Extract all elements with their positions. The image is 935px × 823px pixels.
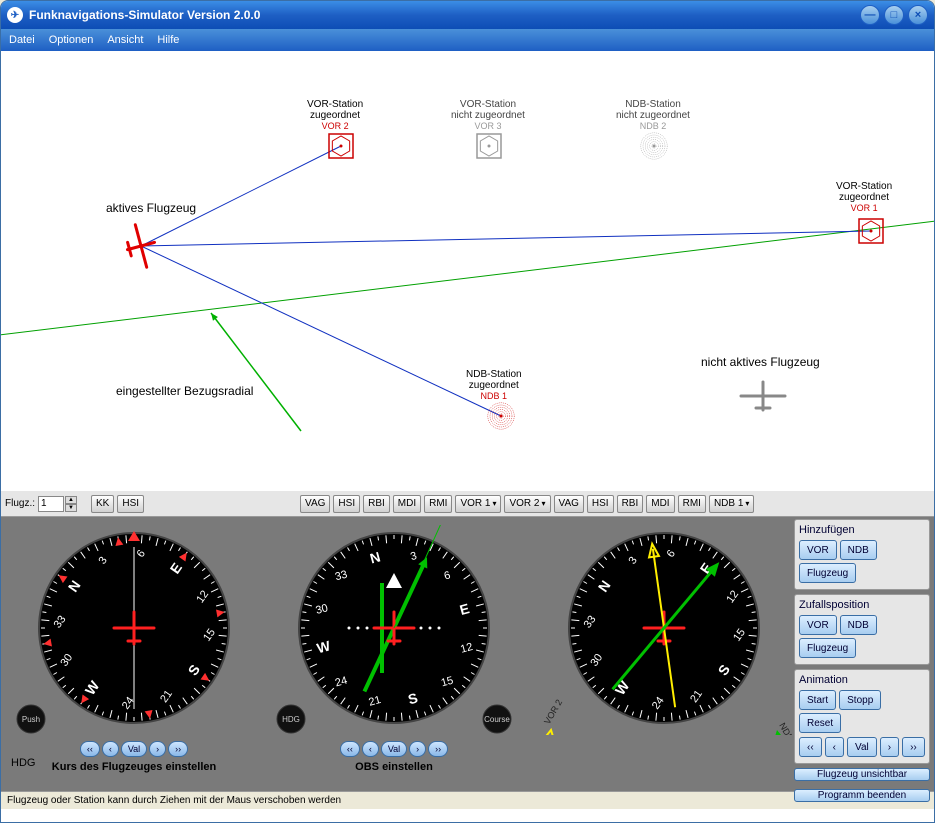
label-inactive-aircraft: nicht aktives Flugzeug [701,355,820,369]
g2-r[interactable]: › [409,741,426,757]
dd-ndb1[interactable]: NDB 1 [709,495,754,513]
rand-vor[interactable]: VOR [799,615,837,635]
station-vor3[interactable] [477,134,501,158]
label-radial: eingestellter Bezugsradial [116,384,253,398]
menu-options[interactable]: Optionen [49,34,94,46]
menu-help[interactable]: Hilfe [157,34,179,46]
minimize-button[interactable]: — [860,5,880,25]
station-vor1[interactable] [859,219,883,243]
btn-rbi-2[interactable]: RBI [617,495,644,513]
btn-rmi-2[interactable]: RMI [678,495,706,513]
add-vor[interactable]: VOR [799,540,837,560]
close-button[interactable]: × [908,5,928,25]
btn-quit[interactable]: Programm beenden [794,789,930,802]
anim-start[interactable]: Start [799,690,836,710]
g2-ll[interactable]: ‹‹ [340,741,360,757]
label-vor2: VOR-Station zugeordnet VOR 2 [307,99,363,131]
side-panel: Hinzufügen VOR NDB Flugzeug Zufallsposit… [792,517,932,789]
btn-hsi-3[interactable]: HSI [587,495,614,513]
window-title: Funknavigations-Simulator Version 2.0.0 [29,8,860,22]
gauge-heading[interactable]: NESW36121521243033Push [9,525,259,735]
btn-vag-2[interactable]: VAG [554,495,584,513]
flugz-spinner[interactable]: ▲▼ [38,496,77,512]
btn-rmi-1[interactable]: RMI [424,495,452,513]
aircraft-inactive[interactable] [741,382,785,410]
anim-rr[interactable]: ›› [902,737,925,757]
btn-mdi-2[interactable]: MDI [646,495,674,513]
anim-reset[interactable]: Reset [799,713,841,733]
svg-text:Push: Push [22,715,40,724]
station-ndb2[interactable] [641,133,667,159]
spin-up[interactable]: ▲ [65,496,77,504]
rand-flugzeug[interactable]: Flugzeug [799,638,856,658]
g1-ll[interactable]: ‹‹ [80,741,100,757]
maximize-button[interactable]: □ [884,5,904,25]
station-ndb1[interactable] [488,403,514,429]
g2-l[interactable]: ‹ [362,741,379,757]
g1-rr[interactable]: ›› [168,741,188,757]
status-text: Flugzeug oder Station kann durch Ziehen … [7,795,341,806]
btn-invisible[interactable]: Flugzeug unsichtbar [794,768,930,781]
flugz-label: Flugz.: [5,498,35,509]
g1-l[interactable]: ‹ [102,741,119,757]
btn-hsi-1[interactable]: HSI [117,495,144,513]
btn-kk[interactable]: KK [91,495,114,513]
map-view[interactable]: aktives Flugzeug nicht aktives Flugzeug … [1,51,934,491]
menu-view[interactable]: Ansicht [107,34,143,46]
g1-r[interactable]: › [149,741,166,757]
dd-vor2[interactable]: VOR 2 [504,495,550,513]
btn-vag-1[interactable]: VAG [300,495,330,513]
g2-rr[interactable]: ›› [428,741,448,757]
app-icon: ✈ [7,7,23,23]
add-flugzeug[interactable]: Flugzeug [799,563,856,583]
add-ndb[interactable]: NDB [840,540,877,560]
group-add: Hinzufügen VOR NDB Flugzeug [794,519,930,590]
label-active-aircraft: aktives Flugzeug [106,201,196,215]
caption-1: Kurs des Flugzeuges einstellen [52,761,216,773]
titlebar: ✈ Funknavigations-Simulator Version 2.0.… [1,1,934,29]
label-vor1: VOR-Station zugeordnet VOR 1 [836,181,892,213]
instrument-toolbar: Flugz.: ▲▼ KK HSI VAG HSI RBI MDI RMI VO… [1,491,934,517]
anim-stopp[interactable]: Stopp [839,690,881,710]
hdg-label: HDG [11,757,35,769]
rand-ndb[interactable]: NDB [840,615,877,635]
anim-val[interactable]: Val [847,737,877,757]
menubar: Datei Optionen Ansicht Hilfe [1,29,934,51]
group-random: Zufallsposition VOR NDB Flugzeug [794,594,930,665]
svg-text:VOR 2: VOR 2 [542,698,564,726]
btn-rbi-1[interactable]: RBI [363,495,390,513]
dd-vor1[interactable]: VOR 1 [455,495,501,513]
anim-l[interactable]: ‹ [825,737,844,757]
svg-text:Course: Course [484,715,510,724]
g2-val[interactable]: Val [381,741,407,757]
menu-file[interactable]: Datei [9,34,35,46]
gauge-rmi[interactable]: NESW36121521243033VOR 2NDB 1 [529,525,799,735]
btn-mdi-1[interactable]: MDI [393,495,421,513]
svg-text:HDG: HDG [282,715,300,724]
caption-2: OBS einstellen [355,761,433,773]
label-ndb1: NDB-Station zugeordnet NDB 1 [466,369,522,401]
label-vor3: VOR-Station nicht zugeordnet VOR 3 [451,99,525,131]
app-window: ✈ Funknavigations-Simulator Version 2.0.… [0,0,935,823]
label-ndb2: NDB-Station nicht zugeordnet NDB 2 [616,99,690,131]
station-vor2[interactable] [329,134,353,158]
gauge-area: NESW36121521243033Push ‹‹ ‹ Val › ›› Kur… [1,517,789,791]
spin-down[interactable]: ▼ [65,504,77,512]
g1-val[interactable]: Val [121,741,147,757]
instrument-panel: Flugz.: ▲▼ KK HSI VAG HSI RBI MDI RMI VO… [1,491,934,791]
group-animation: Animation Start Stopp Reset ‹‹ ‹ Val › ›… [794,669,930,764]
btn-hsi-2[interactable]: HSI [333,495,360,513]
flugz-input[interactable] [38,496,64,512]
gauge-obs[interactable]: NESW36121521243033HDGCourse [269,525,519,735]
anim-ll[interactable]: ‹‹ [799,737,822,757]
anim-r[interactable]: › [880,737,899,757]
